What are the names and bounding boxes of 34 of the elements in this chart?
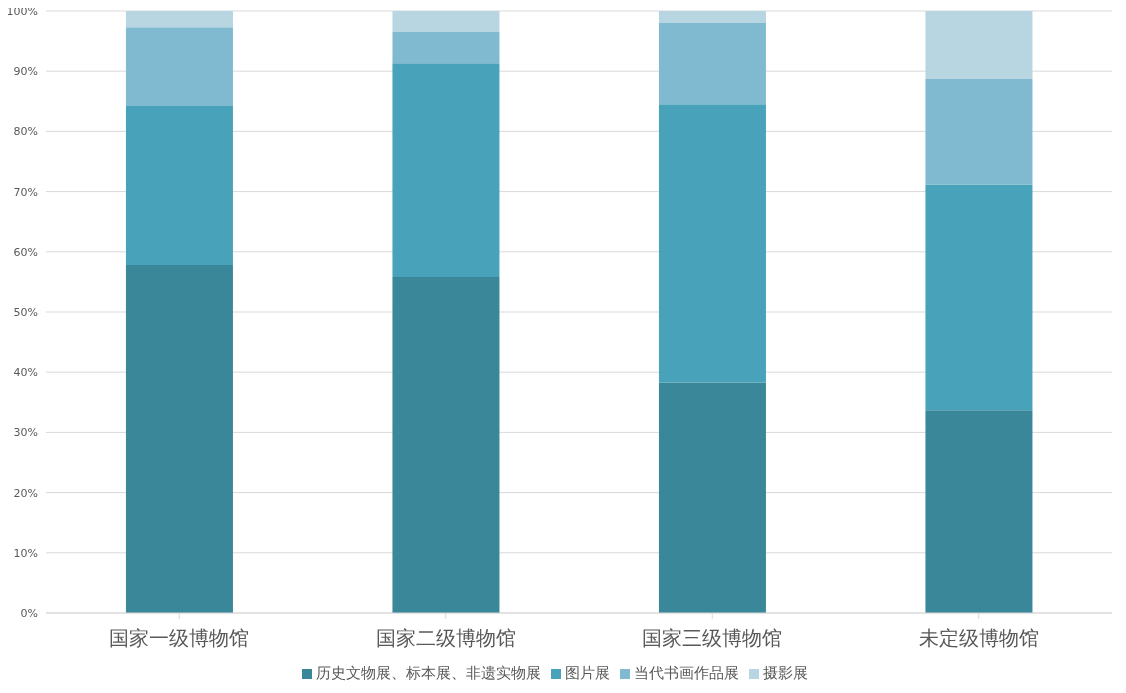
legend-label: 图片展 bbox=[565, 664, 610, 682]
y-tick-label: 40% bbox=[13, 366, 38, 380]
bar bbox=[392, 11, 500, 33]
bar bbox=[925, 79, 1033, 185]
bar bbox=[125, 27, 233, 107]
x-tick-label: 国家一级博物馆 bbox=[109, 626, 250, 651]
y-tick-label: 30% bbox=[13, 426, 38, 440]
y-tick-label: 10% bbox=[13, 546, 38, 560]
y-tick-label: 60% bbox=[13, 245, 38, 259]
bar bbox=[392, 63, 500, 278]
x-tick-label: 未定级博物馆 bbox=[918, 626, 1039, 651]
bar bbox=[125, 265, 233, 613]
x-tick-label: 国家二级博物馆 bbox=[375, 626, 516, 651]
bar bbox=[925, 410, 1033, 613]
x-tick-label: 国家三级博物馆 bbox=[642, 626, 783, 651]
bar bbox=[125, 11, 233, 28]
bar bbox=[392, 277, 500, 613]
bar bbox=[658, 23, 766, 105]
bar bbox=[925, 184, 1033, 411]
legend-label: 当代书画作品展 bbox=[634, 664, 739, 682]
bar bbox=[658, 104, 766, 383]
bar bbox=[125, 106, 233, 266]
y-tick-label: 20% bbox=[13, 486, 38, 500]
legend-label: 历史文物展、标本展、非遗实物展 bbox=[316, 664, 541, 682]
y-tick-label: 70% bbox=[13, 185, 38, 199]
legend-label: 摄影展 bbox=[763, 664, 808, 682]
bar bbox=[658, 11, 766, 24]
bar bbox=[392, 32, 500, 64]
y-tick-label: 50% bbox=[13, 305, 38, 319]
bar bbox=[658, 382, 766, 613]
y-tick-label: 0% bbox=[20, 606, 38, 620]
y-tick-label: 80% bbox=[13, 125, 38, 139]
y-tick-label: 90% bbox=[13, 65, 38, 79]
bar bbox=[925, 11, 1033, 80]
